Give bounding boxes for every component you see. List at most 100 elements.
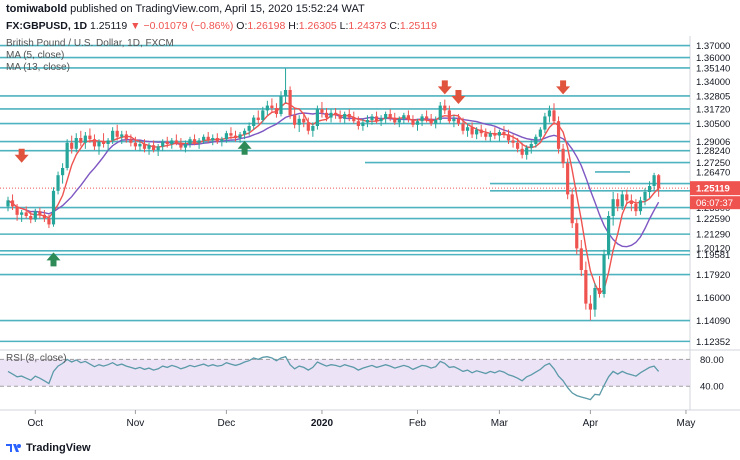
candle-body: [516, 142, 520, 149]
candle-body: [434, 120, 438, 124]
candle-body: [579, 248, 583, 270]
candle-body: [575, 223, 579, 249]
down-arrow-icon: [14, 148, 29, 163]
legend-ma5[interactable]: MA (5, close): [6, 50, 65, 61]
candle-body: [597, 288, 602, 294]
price-axis-label: 1.20120: [696, 244, 730, 255]
candle-body: [552, 110, 556, 122]
price-axis-label: 1.12352: [696, 337, 730, 348]
candle-body: [334, 112, 338, 116]
candle-body: [475, 129, 479, 135]
candle-body: [179, 142, 183, 148]
candle-body: [438, 105, 442, 120]
candle-body: [443, 105, 447, 111]
candle-body: [106, 140, 110, 144]
candle-body: [525, 147, 529, 155]
candle-body: [188, 139, 192, 144]
candle-body: [361, 122, 365, 126]
close-label: C:: [389, 20, 400, 32]
time-axis-label: Apr: [583, 418, 599, 429]
candle-body: [142, 144, 147, 149]
candle-body: [197, 140, 201, 143]
price-axis-label: 1.30500: [696, 119, 730, 130]
candle-body: [365, 120, 370, 123]
high-value: 1.26305: [298, 20, 337, 32]
candle-body: [479, 129, 483, 134]
candle-body: [156, 146, 160, 150]
candle-body: [452, 118, 456, 122]
candle-body: [165, 141, 169, 144]
candle-body: [315, 109, 319, 126]
price-pane: [0, 36, 740, 348]
time-axis-label: 2020: [311, 418, 334, 429]
candle-body: [306, 122, 310, 131]
candle-body: [302, 118, 306, 123]
candle-body: [70, 142, 74, 149]
price-axis-label: 1.37000: [696, 41, 730, 52]
rsi-band: [0, 359, 690, 387]
candle-body: [202, 136, 206, 141]
candle-body: [56, 175, 60, 191]
candle-body: [520, 148, 524, 155]
price-axis-label: 1.31720: [696, 104, 730, 115]
candle-body: [629, 200, 633, 204]
rsi-legend[interactable]: RSI (8, close): [6, 353, 67, 364]
candle-body: [115, 130, 119, 137]
price-axis-label: 1.26470: [696, 167, 730, 178]
candle-body: [129, 139, 133, 143]
price-axis-label: 1.19581: [696, 250, 730, 261]
countdown-tag: [690, 196, 740, 210]
candle-body: [211, 138, 215, 141]
current-price-tag: [690, 181, 740, 196]
price-axis-label: 1.17920: [696, 270, 730, 281]
candle-body: [20, 212, 24, 215]
candle-body: [265, 105, 269, 111]
candle-body: [24, 212, 28, 216]
candle-body: [647, 186, 652, 192]
candle-body: [33, 211, 37, 220]
candle-body: [238, 134, 242, 138]
candle-body: [561, 148, 565, 164]
candle-body: [484, 133, 488, 137]
candle-body: [51, 190, 56, 225]
candle-body: [397, 118, 401, 123]
candle-body: [461, 123, 465, 131]
candle-body: [229, 133, 233, 136]
candle-body: [297, 118, 301, 125]
candle-body: [566, 163, 570, 195]
candle-body: [152, 145, 156, 150]
candle-body: [192, 139, 197, 143]
candle-body: [247, 126, 251, 131]
down-triangle-icon: ▼: [130, 20, 141, 32]
candle-body: [329, 112, 333, 118]
chart-legend: British Pound / U.S. Dollar, 1D, FXCM MA…: [6, 38, 174, 74]
candle-body: [97, 141, 101, 147]
symbol-info-row: FX:GBPUSD, 1D 1.25119 ▼ −0.01079 (−0.86%…: [0, 18, 740, 34]
candle-body: [83, 135, 87, 143]
candle-body: [347, 114, 351, 118]
candle-body: [406, 115, 410, 120]
time-axis-label: May: [676, 418, 695, 429]
author-name[interactable]: tomiwabold: [6, 3, 68, 15]
candle-body: [252, 117, 256, 126]
candle-body: [570, 194, 574, 224]
candle-body: [493, 133, 497, 136]
candle-body: [170, 140, 174, 144]
time-axis-label: Nov: [127, 418, 145, 429]
candle-body: [470, 127, 474, 135]
legend-ma13[interactable]: MA (13, close): [6, 62, 70, 73]
rsi-axis-label: 40.00: [700, 382, 724, 393]
candle-body: [10, 200, 15, 207]
price-axis-label: 1.35140: [696, 63, 730, 74]
price-axis-label: 1.32805: [696, 91, 730, 102]
candle-body: [15, 206, 19, 215]
candle-body: [352, 117, 356, 122]
candle-body: [643, 192, 647, 201]
high-label: H:: [288, 20, 299, 32]
price-axis-label: 1.36000: [696, 53, 730, 64]
symbol-name[interactable]: FX:GBPUSD, 1D: [6, 20, 88, 32]
last-price: 1.25119: [90, 20, 128, 32]
candle-body: [370, 116, 374, 120]
candle-body: [534, 136, 538, 144]
